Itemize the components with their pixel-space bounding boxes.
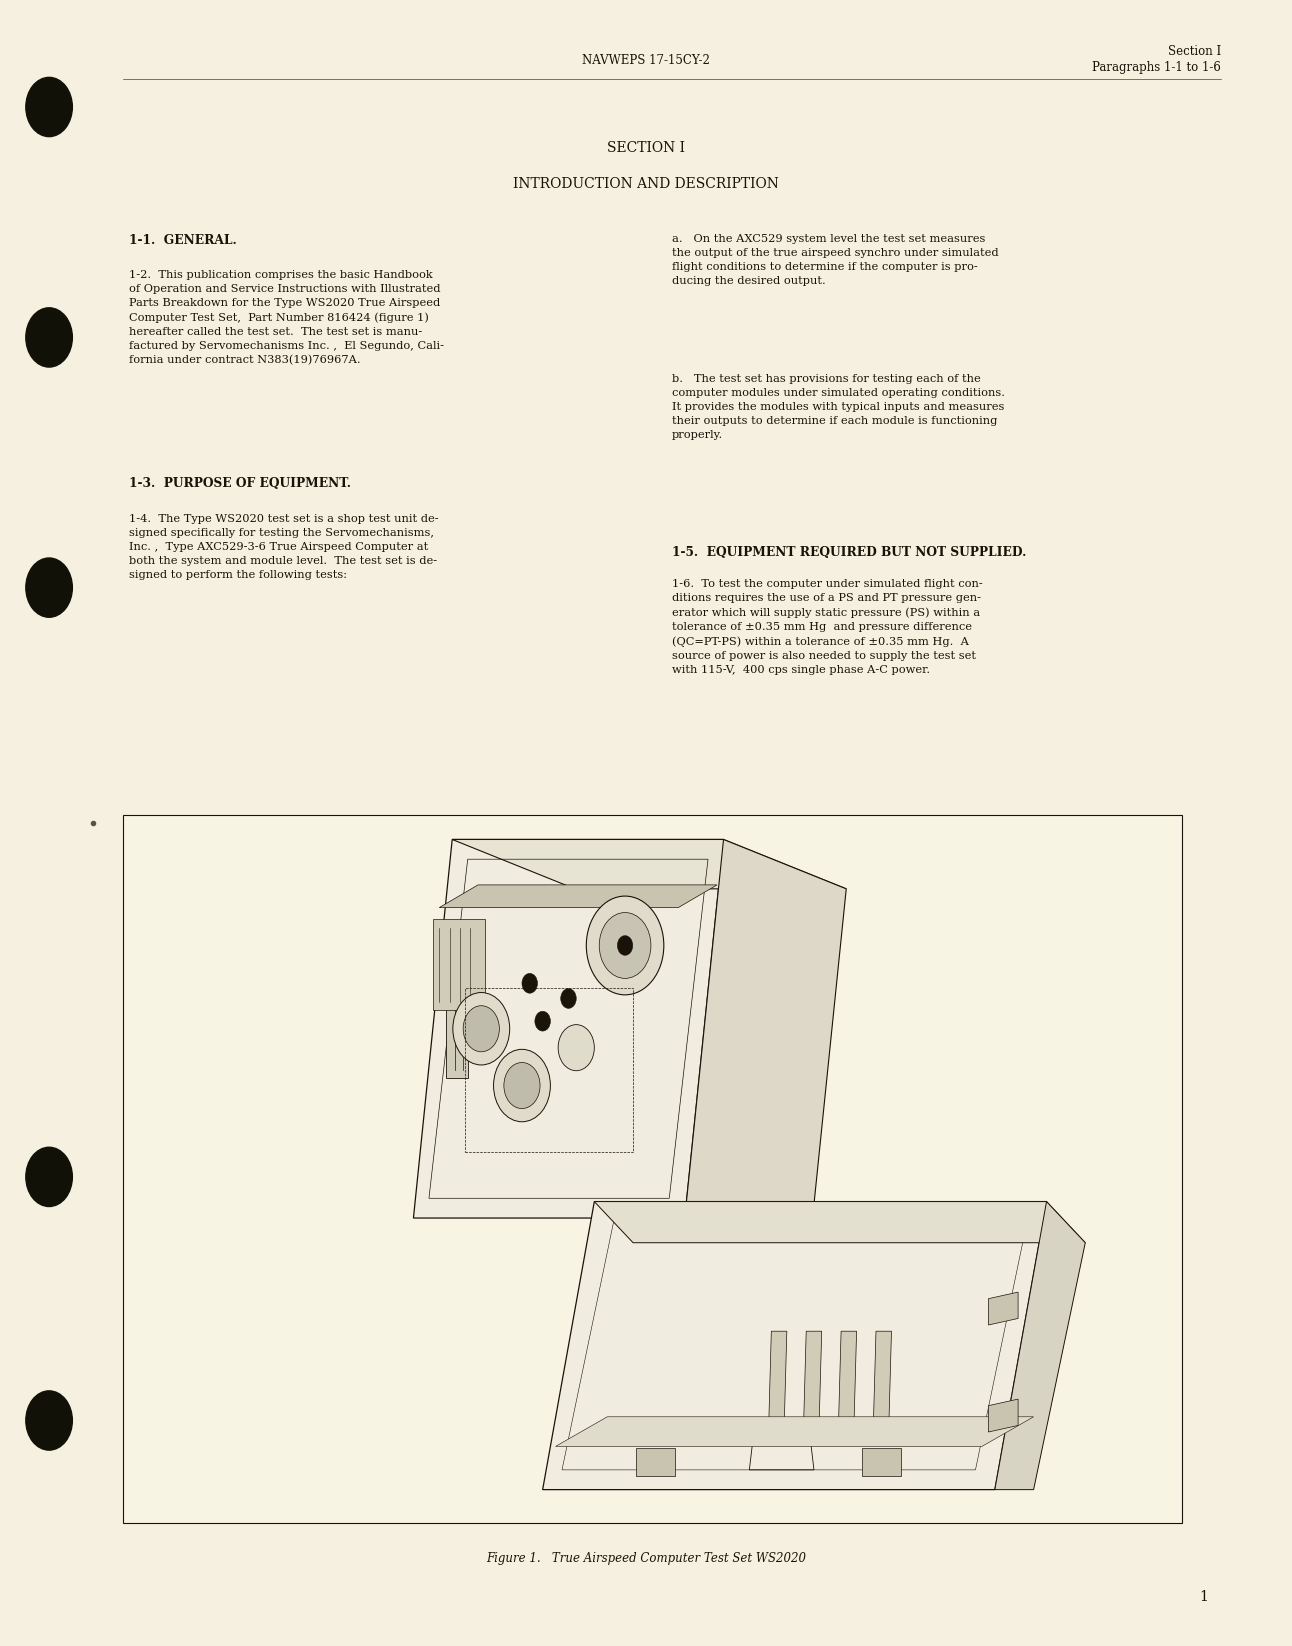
Polygon shape <box>543 1202 1047 1490</box>
Text: Section I: Section I <box>1168 44 1221 58</box>
Circle shape <box>522 973 537 993</box>
Text: Paragraphs 1-1 to 1-6: Paragraphs 1-1 to 1-6 <box>1092 61 1221 74</box>
Text: b.   The test set has provisions for testing each of the
computer modules under : b. The test set has provisions for testi… <box>672 374 1005 439</box>
Polygon shape <box>452 839 846 889</box>
Polygon shape <box>988 1399 1018 1432</box>
Text: a.   On the AXC529 system level the test set measures
the output of the true air: a. On the AXC529 system level the test s… <box>672 234 999 286</box>
Polygon shape <box>439 886 717 907</box>
Bar <box>465 988 633 1152</box>
Polygon shape <box>594 1202 1085 1243</box>
Circle shape <box>599 912 651 978</box>
Circle shape <box>561 989 576 1009</box>
Text: SECTION I: SECTION I <box>607 142 685 155</box>
Text: 1-2.  This publication comprises the basic Handbook
of Operation and Service Ins: 1-2. This publication comprises the basi… <box>129 270 444 365</box>
Circle shape <box>618 935 633 955</box>
Polygon shape <box>863 1448 902 1476</box>
Circle shape <box>504 1063 540 1109</box>
Text: 1: 1 <box>1199 1590 1208 1603</box>
Polygon shape <box>873 1332 891 1424</box>
Circle shape <box>535 1011 550 1030</box>
Polygon shape <box>769 1332 787 1424</box>
Circle shape <box>26 1391 72 1450</box>
Text: 1-4.  The Type WS2020 test set is a shop test unit de-
signed specifically for t: 1-4. The Type WS2020 test set is a shop … <box>129 514 439 579</box>
Text: 1-5.  EQUIPMENT REQUIRED BUT NOT SUPPLIED.: 1-5. EQUIPMENT REQUIRED BUT NOT SUPPLIED… <box>672 546 1026 560</box>
Text: 1-6.  To test the computer under simulated flight con-
ditions requires the use : 1-6. To test the computer under simulate… <box>672 579 983 675</box>
Circle shape <box>26 1147 72 1207</box>
Polygon shape <box>636 1448 674 1476</box>
Circle shape <box>494 1050 550 1123</box>
Polygon shape <box>988 1292 1018 1325</box>
Polygon shape <box>433 918 484 1011</box>
Polygon shape <box>685 839 846 1267</box>
Text: NAVWEPS 17-15CY-2: NAVWEPS 17-15CY-2 <box>583 54 709 67</box>
Polygon shape <box>839 1332 857 1424</box>
Circle shape <box>587 895 664 994</box>
Circle shape <box>26 308 72 367</box>
Polygon shape <box>995 1202 1085 1490</box>
Text: 1-3.  PURPOSE OF EQUIPMENT.: 1-3. PURPOSE OF EQUIPMENT. <box>129 477 351 491</box>
Circle shape <box>26 77 72 137</box>
Polygon shape <box>446 979 468 1078</box>
Text: 1-1.  GENERAL.: 1-1. GENERAL. <box>129 234 236 247</box>
Bar <box>123 815 1182 1523</box>
Circle shape <box>558 1024 594 1072</box>
Polygon shape <box>413 839 724 1218</box>
Text: Figure 1.   True Airspeed Computer Test Set WS2020: Figure 1. True Airspeed Computer Test Se… <box>486 1552 806 1565</box>
Polygon shape <box>556 1417 1034 1447</box>
Circle shape <box>453 993 509 1065</box>
Polygon shape <box>804 1332 822 1424</box>
Text: INTRODUCTION AND DESCRIPTION: INTRODUCTION AND DESCRIPTION <box>513 178 779 191</box>
Circle shape <box>26 558 72 617</box>
Circle shape <box>463 1006 499 1052</box>
